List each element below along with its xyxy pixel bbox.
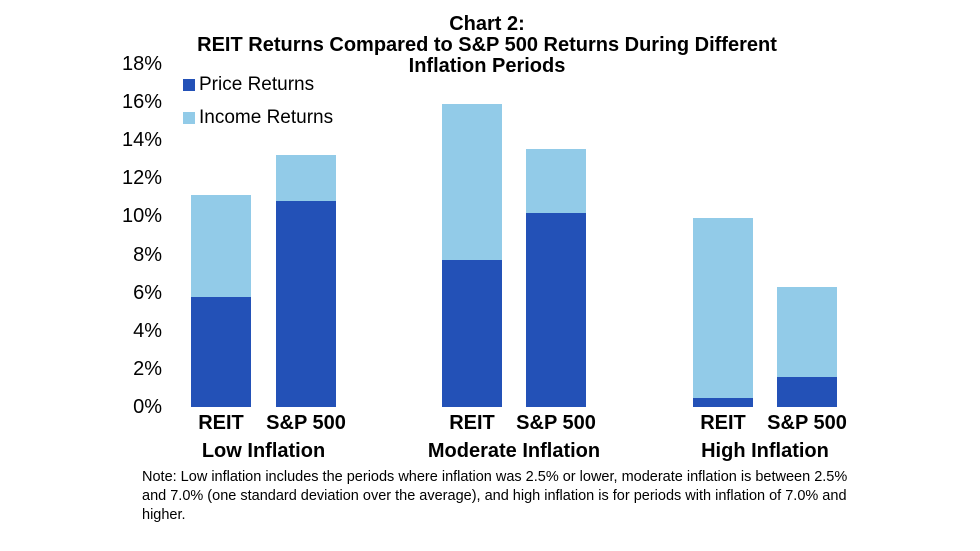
y-tick-label-12: 12% — [121, 167, 162, 190]
bar-price-segment-low-inflation-reit — [191, 296, 251, 408]
bar-income-segment-high-inflation-s-p-500 — [777, 287, 837, 377]
legend-item-income-returns: Income Returns — [183, 107, 334, 128]
legend-label-price-returns: Price Returns — [199, 74, 315, 95]
bar-label-low-inflation-s-p-500: S&P 500 — [266, 412, 346, 434]
group-label-high-inflation: High Inflation — [701, 440, 829, 462]
income-returns-swatch-icon — [183, 112, 195, 124]
legend-label-income-returns: Income Returns — [199, 107, 334, 128]
chart-title: Chart 2: REIT Returns Compared to S&P 50… — [0, 14, 974, 77]
y-tick-label-10: 10% — [121, 205, 162, 228]
footnote: Note: Low inflation includes the periods… — [142, 469, 848, 523]
bar-label-high-inflation-reit: REIT — [700, 412, 746, 434]
bar-income-segment-low-inflation-s-p-500 — [276, 155, 336, 202]
bar-income-segment-moderate-inflation-s-p-500 — [526, 149, 586, 213]
bar-price-segment-low-inflation-s-p-500 — [276, 201, 336, 408]
bar-label-moderate-inflation-s-p-500: S&P 500 — [516, 412, 596, 434]
y-tick-label-14: 14% — [121, 128, 162, 151]
y-tick-label-0: 0% — [133, 396, 162, 419]
group-label-moderate-inflation: Moderate Inflation — [427, 440, 601, 462]
bar-price-segment-moderate-inflation-s-p-500 — [526, 212, 586, 408]
price-returns-swatch-icon — [183, 79, 195, 91]
bar-label-high-inflation-s-p-500: S&P 500 — [767, 412, 847, 434]
legend-item-price-returns: Price Returns — [183, 74, 333, 95]
bar-income-segment-high-inflation-reit — [693, 218, 753, 398]
bar-income-segment-low-inflation-reit — [191, 195, 251, 297]
y-tick-label-4: 4% — [133, 319, 162, 342]
chart-title-line-3: Inflation Periods — [408, 55, 566, 77]
bar-price-segment-moderate-inflation-reit — [442, 260, 502, 408]
y-tick-label-8: 8% — [133, 243, 162, 266]
chart-title-line-2: REIT Returns Compared to S&P 500 Returns… — [197, 34, 777, 56]
chart-legend: Price Returns Income Returns — [183, 74, 334, 141]
bar-label-low-inflation-reit: REIT — [198, 412, 244, 434]
bar-price-segment-high-inflation-s-p-500 — [777, 376, 837, 408]
y-tick-label-16: 16% — [121, 90, 162, 113]
group-label-low-inflation: Low Inflation — [201, 440, 326, 462]
y-tick-label-18: 18% — [121, 52, 162, 75]
bar-price-segment-high-inflation-reit — [693, 397, 753, 408]
chart-title-line-1: Chart 2: — [449, 13, 525, 35]
bar-income-segment-moderate-inflation-reit — [442, 103, 502, 261]
y-tick-label-6: 6% — [133, 281, 162, 304]
bar-label-moderate-inflation-reit: REIT — [449, 412, 495, 434]
y-tick-label-2: 2% — [133, 358, 162, 381]
